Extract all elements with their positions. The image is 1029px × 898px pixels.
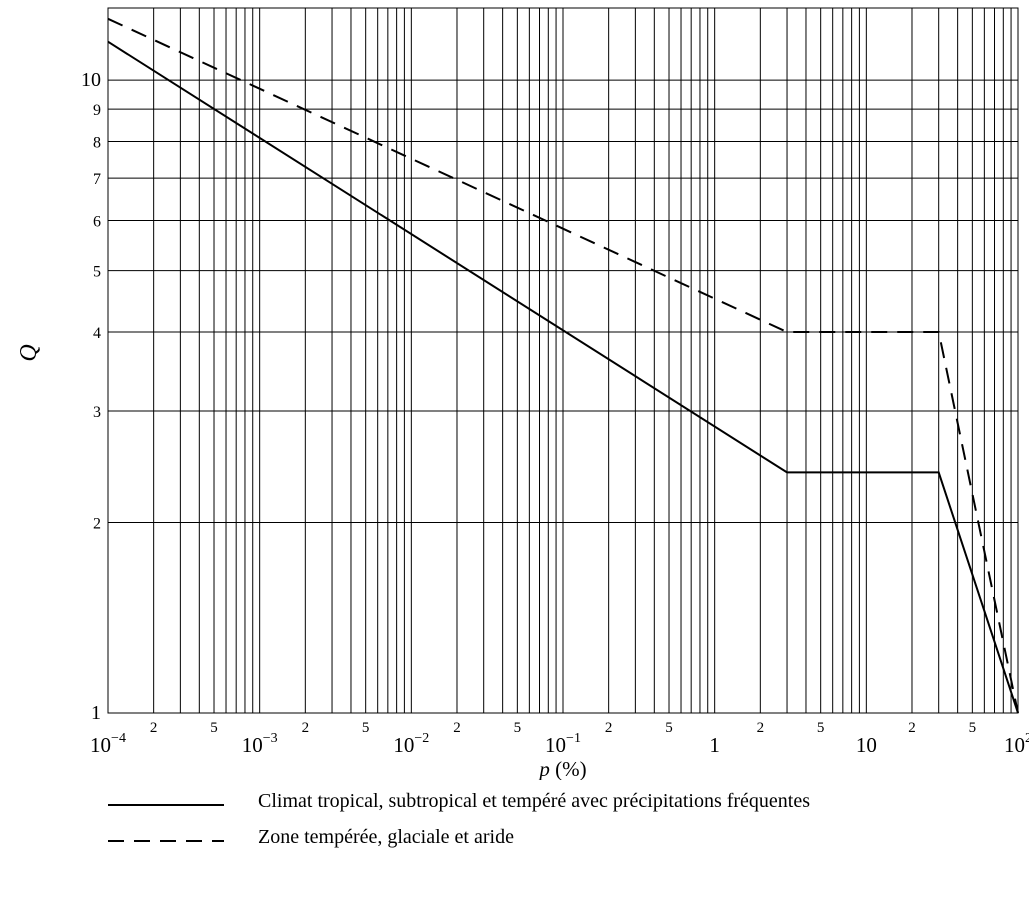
x-minor-tick-label: 2: [605, 720, 613, 736]
y-tick-label: 9: [93, 102, 101, 119]
legend-label-temperate: Zone tempérée, glaciale et aride: [258, 826, 514, 848]
x-minor-tick-label: 5: [362, 720, 370, 736]
y-tick-labels: 1 2 3 4 5 6 7 8 9 10: [81, 69, 101, 724]
y-tick-label: 6: [93, 214, 101, 231]
x-minor-tick-label: 2: [757, 720, 765, 736]
y-tick-label: 2: [93, 515, 101, 532]
chart: 10−4 10−3 10−2 10−1 1 10 102 2 5 2 5 2 5 2 5 2 5 2 5 1 2 3 4 5…: [16, 7, 1029, 780]
x-axis-label: p (%): [537, 757, 586, 780]
x-tick-labels: 10−4 10−3 10−2 10−1 1 10 102 2 5 2 5 2 5 2 5 2 5 2 5: [90, 720, 1029, 757]
x-tick-label: 10−2: [393, 731, 429, 757]
grid: [108, 8, 1018, 713]
legend-item-temperate: Zone tempérée, glaciale et aride: [108, 826, 1008, 856]
y-tick-label: 4: [93, 325, 101, 342]
x-minor-tick-label: 5: [817, 720, 825, 736]
y-tick-label: 8: [93, 134, 101, 151]
x-minor-tick-label: 2: [908, 720, 916, 736]
x-tick-label: 10−4: [90, 731, 126, 757]
x-tick-label: 10−3: [242, 731, 278, 757]
x-tick-label: 1: [709, 733, 720, 757]
y-tick-label: 1: [91, 702, 101, 724]
y-axis-label: Q: [16, 344, 42, 361]
x-minor-tick-label: 2: [453, 720, 461, 736]
x-tick-label: 102: [1004, 731, 1029, 757]
x-minor-tick-label: 5: [210, 720, 218, 736]
series-layer: [107, 17, 1019, 714]
x-minor-tick-label: 5: [665, 720, 673, 736]
x-minor-tick-label: 2: [302, 720, 310, 736]
y-tick-label: 10: [81, 69, 101, 91]
x-minor-tick-label: 2: [150, 720, 158, 736]
x-tick-label: 10−1: [545, 731, 581, 757]
series-line-tropical: [107, 40, 1019, 714]
series-line-temperate: [107, 17, 1019, 714]
x-minor-tick-label: 5: [969, 720, 977, 736]
y-tick-label: 3: [93, 404, 101, 421]
y-tick-label: 7: [93, 171, 101, 188]
legend-item-tropical: Climat tropical, subtropical et tempéré …: [108, 790, 1008, 820]
y-tick-label: 5: [93, 264, 101, 281]
x-tick-label: 10: [856, 733, 877, 757]
legend-label-tropical: Climat tropical, subtropical et tempéré …: [258, 790, 811, 812]
legend-swatch-dashed: [108, 840, 224, 842]
legend-swatch-solid: [108, 804, 224, 806]
x-minor-tick-label: 5: [514, 720, 522, 736]
plot-frame: [107, 7, 1019, 714]
